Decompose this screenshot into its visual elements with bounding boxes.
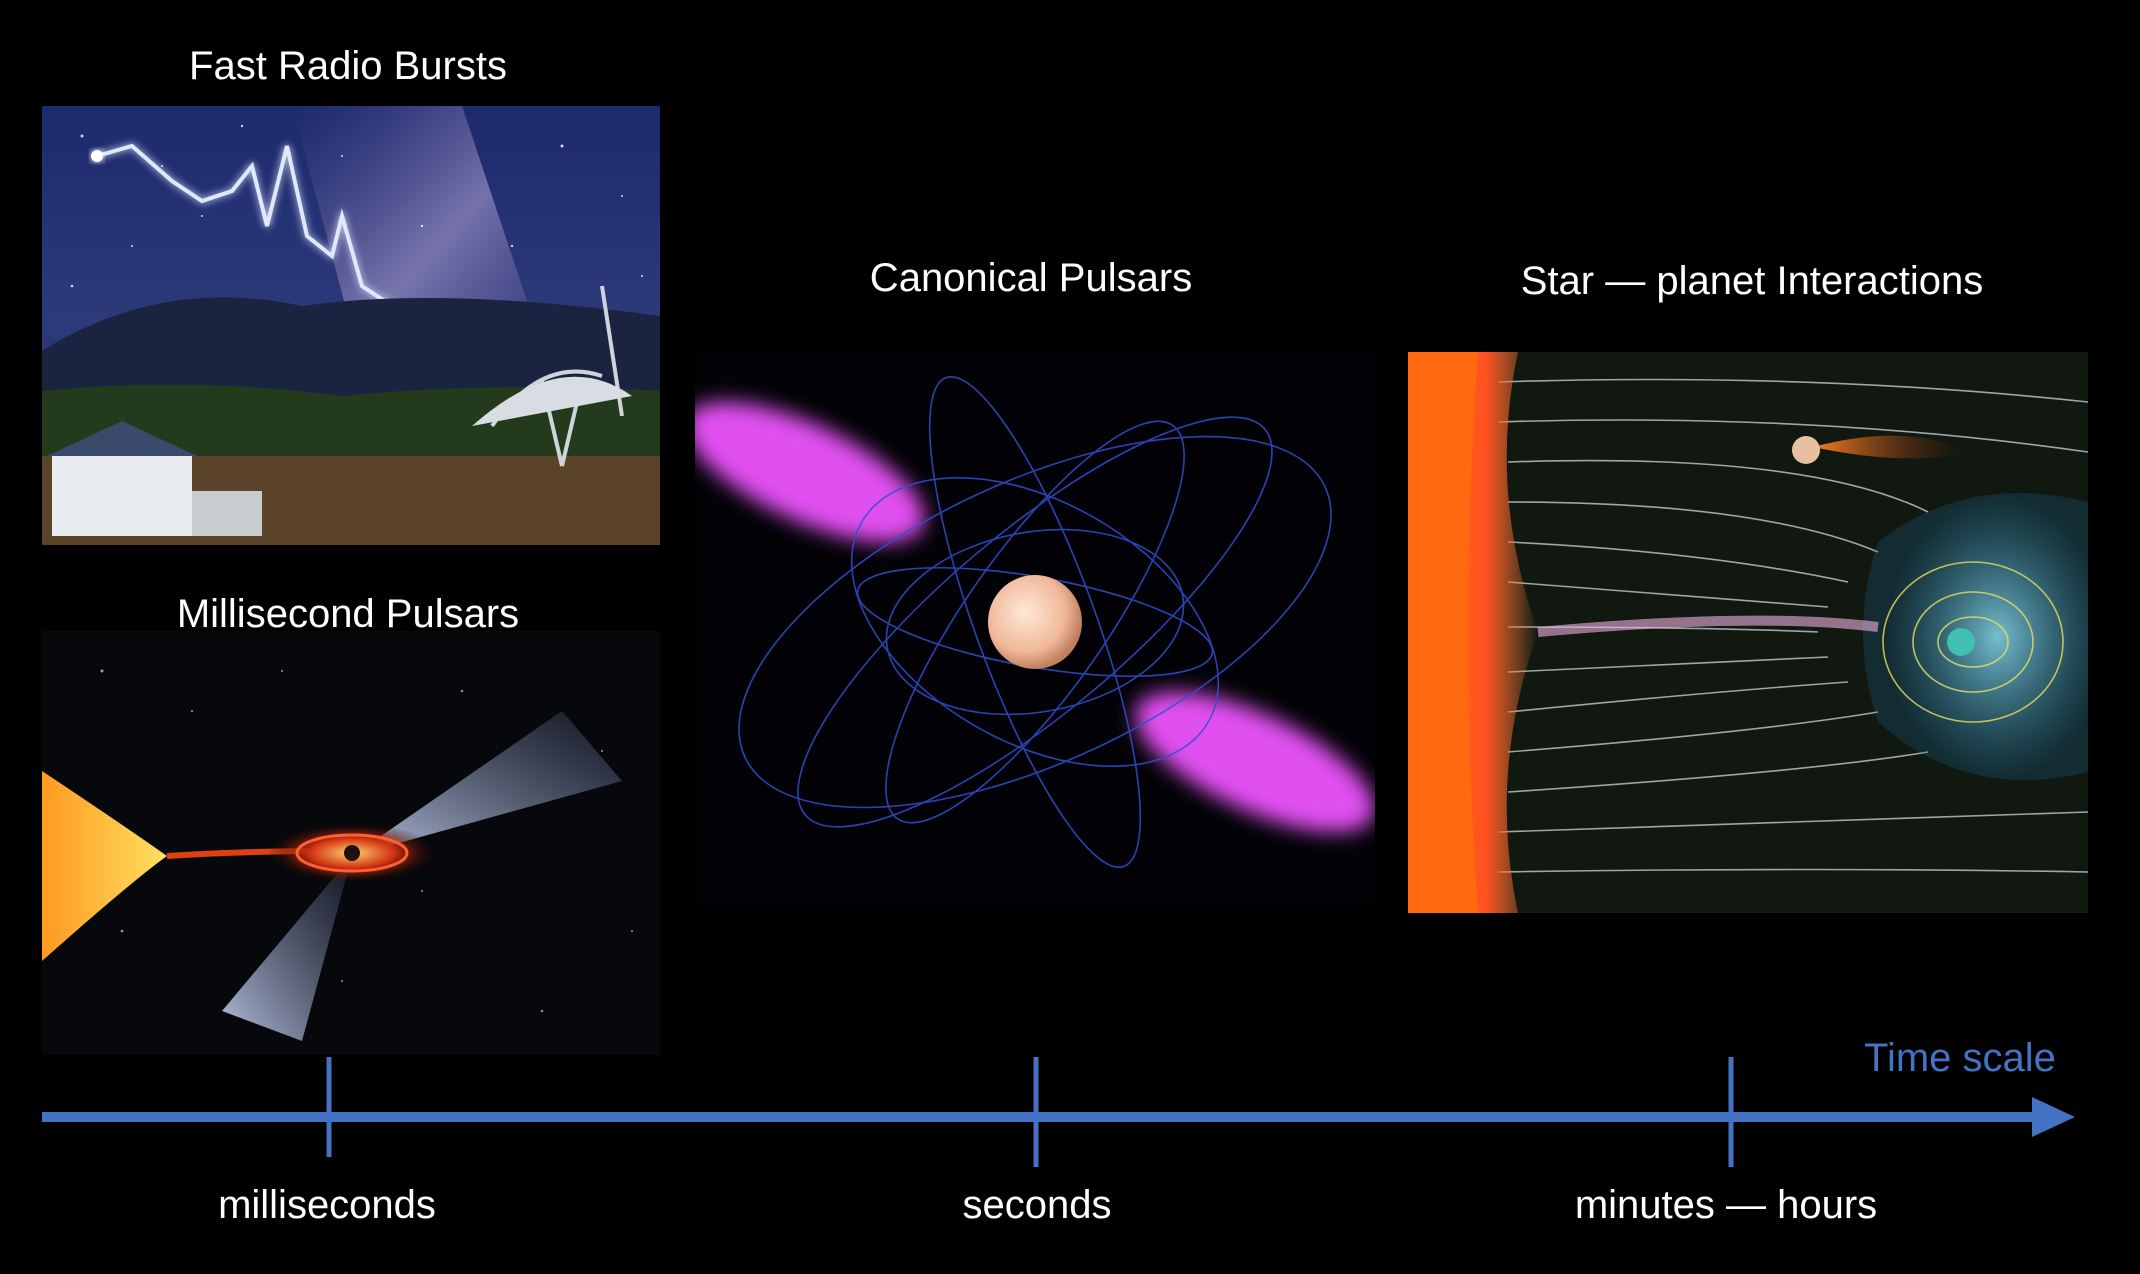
frb-title: Fast Radio Bursts [189, 44, 507, 88]
timeline-axis [42, 1057, 2075, 1167]
timeline-axis-title: Time scale [1864, 1036, 2056, 1080]
frb-image [42, 106, 660, 545]
msp-image [42, 631, 660, 1055]
msp-title: Millisecond Pulsars [176, 592, 520, 636]
timeline-arrowhead [2032, 1097, 2075, 1137]
canonical-title: Canonical Pulsars [869, 256, 1193, 300]
star-planet-image [1408, 352, 2088, 913]
star-planet-title: Star — planet Interactions [1520, 259, 1984, 303]
tick-label-seconds: seconds [962, 1183, 1112, 1227]
canonical-pulsar-image [695, 352, 1375, 907]
tick-label-milliseconds: milliseconds [218, 1183, 436, 1227]
tick-label-minutes-hours: minutes — hours [1574, 1183, 1878, 1227]
